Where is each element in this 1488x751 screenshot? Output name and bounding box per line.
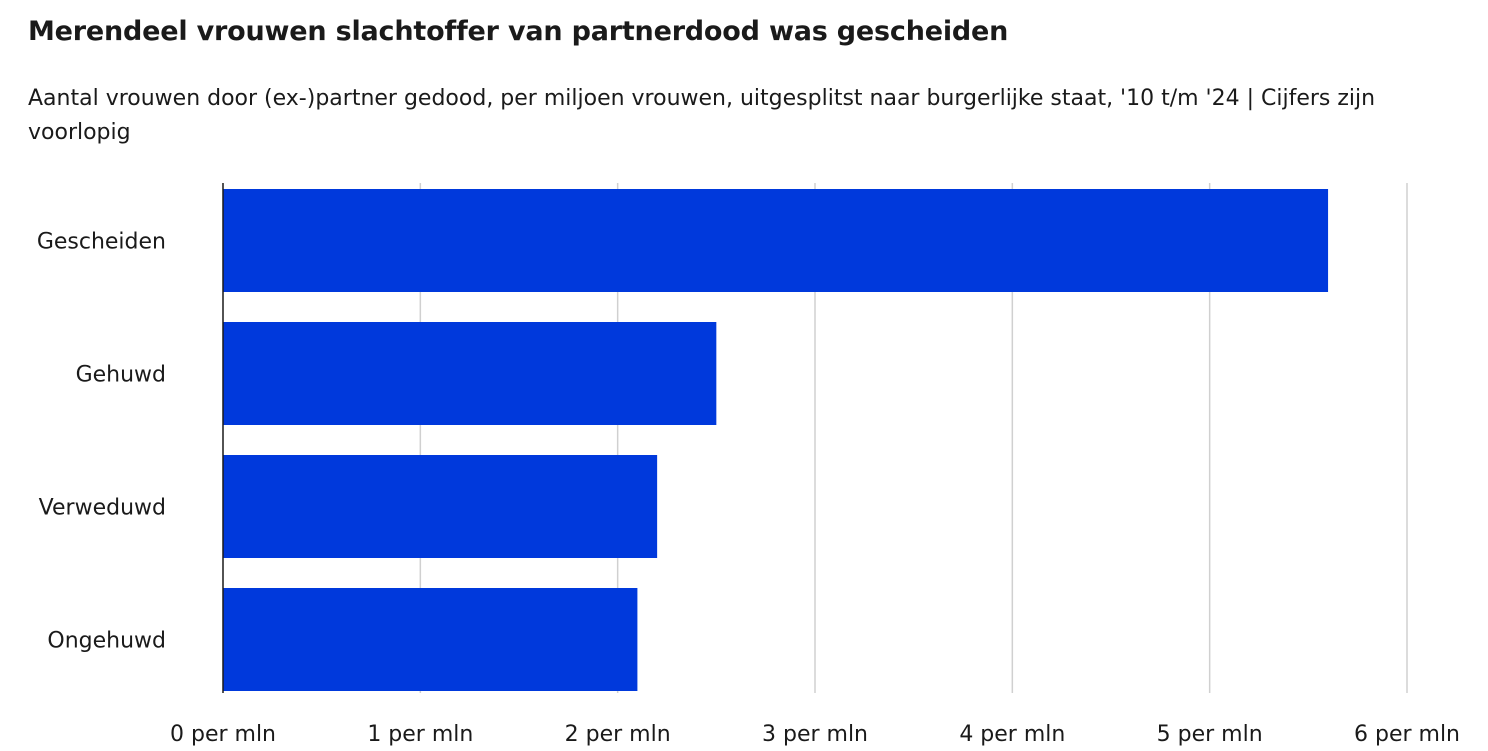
bar-verweduwd (223, 455, 658, 558)
chart-subtitle: Aantal vrouwen door (ex-)partner gedood,… (28, 86, 1376, 145)
chart-title: Merendeel vrouwen slachtoffer van partne… (28, 16, 1009, 47)
x-tick-label: 1 per mln (367, 722, 473, 747)
category-labels: Gescheiden Gehuwd Verweduwd Ongehuwd (37, 230, 166, 654)
category-label-ongehuwd: Ongehuwd (47, 629, 166, 654)
x-tick-label: 6 per mln (1354, 722, 1460, 747)
bar-ongehuwd (223, 588, 638, 691)
x-tick-label: 5 per mln (1157, 722, 1263, 747)
category-label-gescheiden: Gescheiden (37, 230, 166, 255)
bar-gehuwd (223, 322, 717, 425)
x-tick-labels: 0 per mln 1 per mln 2 per mln 3 per mln 4 pe… (170, 722, 1460, 747)
x-tick-label: 3 per mln (762, 722, 868, 747)
x-tick-label: 0 per mln (170, 722, 276, 747)
category-label-verweduwd: Verweduwd (39, 496, 166, 521)
x-tick-label: 4 per mln (959, 722, 1065, 747)
x-tick-label: 2 per mln (565, 722, 671, 747)
bars (223, 189, 1329, 691)
category-label-gehuwd: Gehuwd (76, 363, 166, 388)
bar-gescheiden (223, 189, 1329, 292)
